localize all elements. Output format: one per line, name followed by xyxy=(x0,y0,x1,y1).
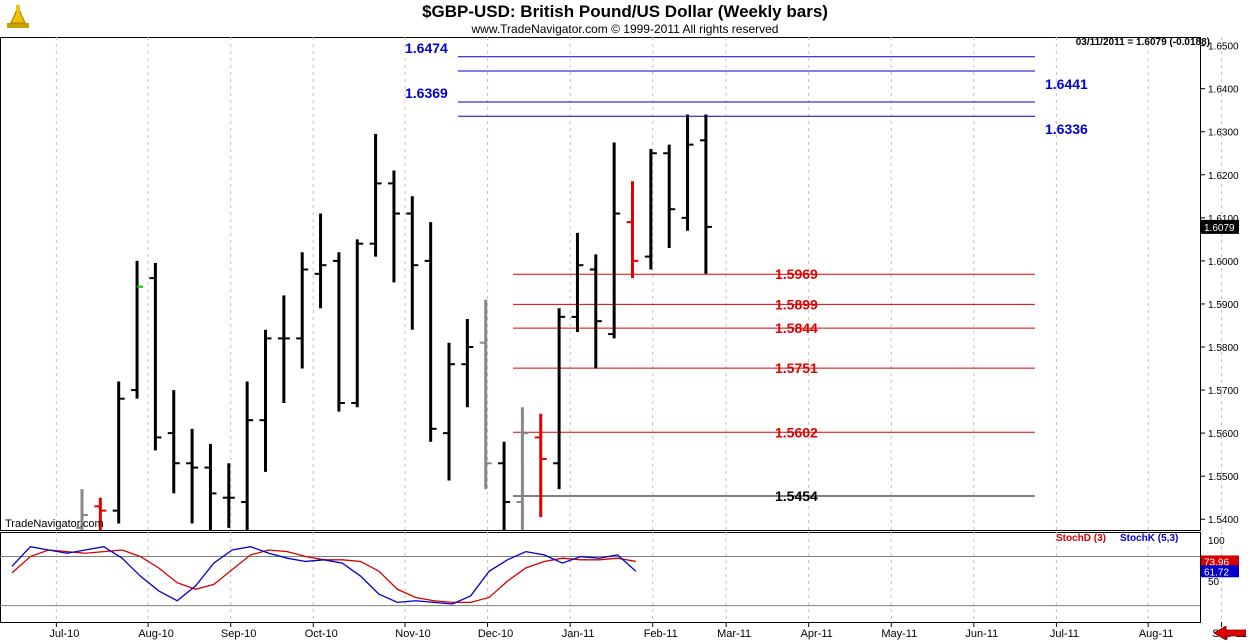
level-label: 1.5899 xyxy=(775,296,818,312)
stochd-line xyxy=(11,549,637,604)
level-label: 1.5969 xyxy=(775,266,818,282)
y-tick-label: 1.6500 xyxy=(1208,42,1239,53)
osc-y-tick-label: 100 xyxy=(1208,536,1225,547)
chart-subtitle: www.TradeNavigator.com © 1999-2011 All r… xyxy=(471,22,779,36)
stochk-line xyxy=(11,546,637,605)
legend-stochk: StochK (5,3) xyxy=(1120,533,1179,544)
chart-title: $GBP-USD: British Pound/US Dollar (Weekl… xyxy=(422,2,828,21)
y-tick-label: 1.6400 xyxy=(1208,85,1239,96)
y-tick-label: 1.6200 xyxy=(1208,171,1239,182)
oscillator-panel-frame xyxy=(0,532,1201,623)
level-label: 1.6441 xyxy=(1045,76,1088,92)
level-label: 1.6369 xyxy=(405,85,448,101)
y-tick-label: 1.6100 xyxy=(1208,214,1239,225)
x-tick-label: Mar-11 xyxy=(717,628,751,640)
x-tick-label: Nov-10 xyxy=(395,628,430,640)
x-tick-label: Jul-11 xyxy=(1050,628,1079,640)
x-tick-label: Oct-10 xyxy=(305,628,338,640)
last-price-label: 1.6079 xyxy=(1204,223,1235,234)
scroll-back-arrow-icon[interactable] xyxy=(1214,626,1246,640)
level-label: 1.5844 xyxy=(775,320,818,336)
level-label: 1.5751 xyxy=(775,360,818,376)
x-tick-label: Dec-10 xyxy=(478,628,513,640)
level-label: 1.6336 xyxy=(1045,121,1088,137)
level-label: 1.5454 xyxy=(775,488,818,504)
x-tick-label: Aug-10 xyxy=(138,628,173,640)
y-tick-label: 1.5500 xyxy=(1208,472,1239,483)
price-readout: 03/11/2011 = 1.6079 (-0.0188) xyxy=(1075,37,1210,48)
stoch-last-label: 73.96 xyxy=(1204,557,1229,568)
y-tick-label: 1.5600 xyxy=(1208,429,1239,440)
legend-stochd: StochD (3) xyxy=(1056,533,1106,544)
x-tick-label: Apr-11 xyxy=(801,628,833,640)
trade-navigator-logo-icon xyxy=(7,5,29,28)
x-tick-label: Sep-10 xyxy=(221,628,256,640)
y-tick-label: 1.5400 xyxy=(1208,515,1239,526)
watermark: TradeNavigator.com xyxy=(5,518,104,530)
y-tick-label: 1.6000 xyxy=(1208,257,1239,268)
y-tick-label: 1.5900 xyxy=(1208,300,1239,311)
y-tick-label: 1.6300 xyxy=(1208,128,1239,139)
osc-y-tick-label: 50 xyxy=(1208,577,1220,588)
x-tick-label: Jul-10 xyxy=(49,628,79,640)
last-price-marker xyxy=(1201,219,1239,234)
level-label: 1.6474 xyxy=(405,40,448,56)
x-tick-label: Jun-11 xyxy=(965,628,998,640)
stoch-last-label: 61.72 xyxy=(1204,567,1229,578)
x-tick-label: May-11 xyxy=(881,628,917,640)
stoch-last-marker xyxy=(1201,565,1239,578)
x-tick-label: Aug-11 xyxy=(1139,628,1174,640)
y-tick-label: 1.5700 xyxy=(1208,386,1239,397)
x-tick-label: Jan-11 xyxy=(562,628,595,640)
y-tick-label: 1.5800 xyxy=(1208,343,1239,354)
stoch-last-marker xyxy=(1201,555,1239,568)
x-tick-label: Feb-11 xyxy=(644,628,678,640)
level-label: 1.5602 xyxy=(775,424,818,440)
price-panel-frame xyxy=(0,37,1201,531)
